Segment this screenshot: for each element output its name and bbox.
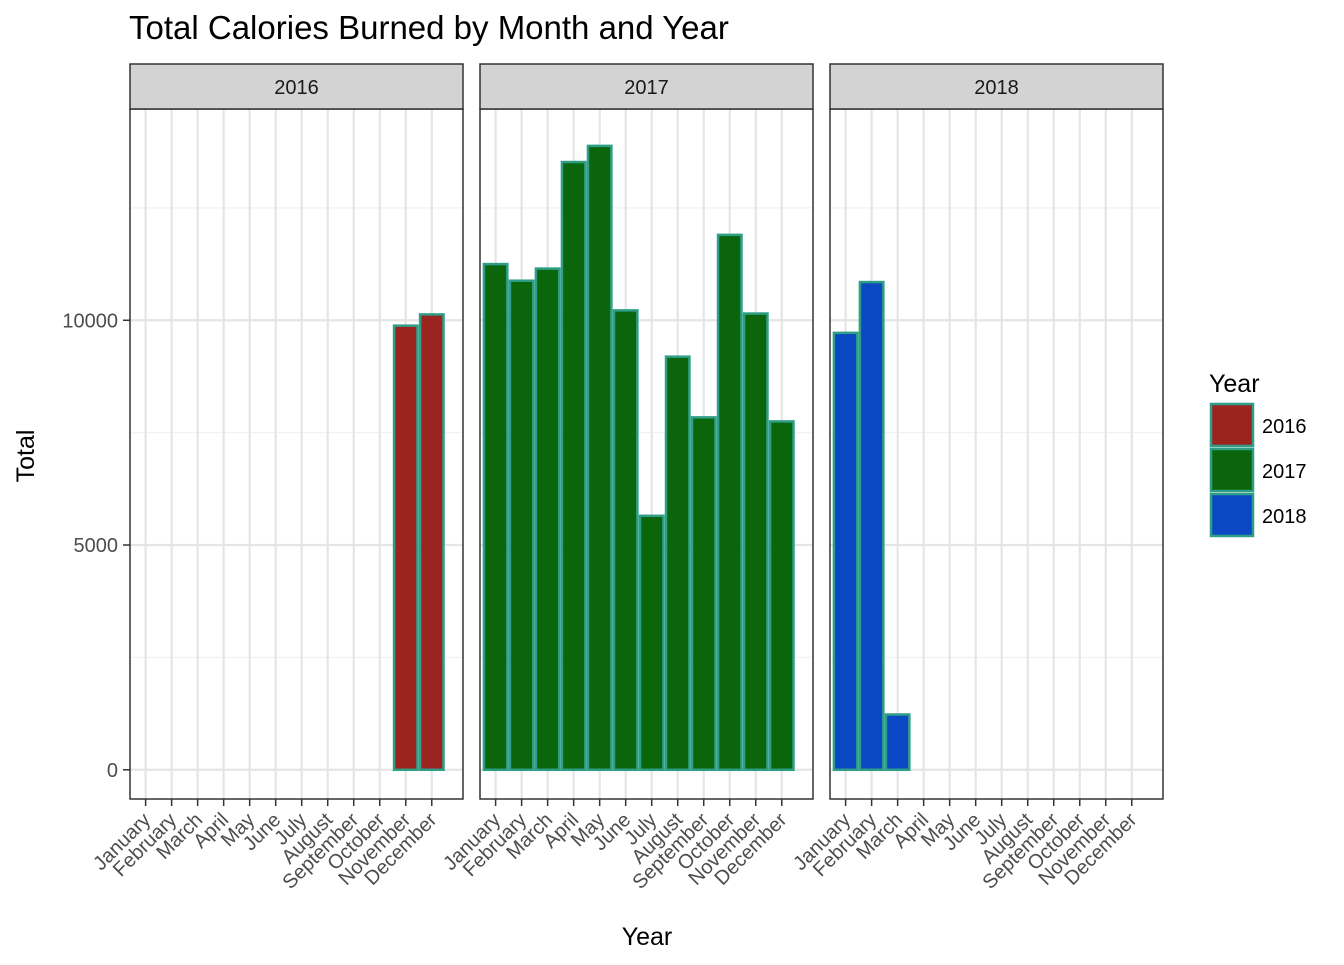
facet-strip xyxy=(479,63,814,110)
legend-title: Year xyxy=(1209,370,1260,398)
facet-panel-2016: 2016JanuaryFebruaryMarchAprilMayJuneJuly… xyxy=(89,63,464,894)
y-axis-label: Total xyxy=(12,430,40,483)
y-tick-label: 10000 xyxy=(62,310,118,332)
bar-2018-february xyxy=(858,280,885,772)
legend-swatch-2016 xyxy=(1209,402,1255,448)
bar-2018-march xyxy=(884,713,911,772)
facet-strip-label: 2017 xyxy=(624,77,669,99)
y-tick-label: 5000 xyxy=(74,535,119,557)
facet-strip-label: 2016 xyxy=(274,77,319,99)
bar-2017-october xyxy=(716,233,743,772)
legend-swatch-2018 xyxy=(1209,492,1255,538)
bar-2018-january xyxy=(832,331,859,772)
y-tick-label: 0 xyxy=(107,760,118,782)
bar-2017-july xyxy=(638,514,665,772)
panel-background xyxy=(830,109,1163,799)
bar-2017-february xyxy=(508,279,535,772)
bar-2017-june xyxy=(612,309,639,772)
facet-panel-2017: 2017JanuaryFebruaryMarchAprilMayJuneJuly… xyxy=(439,63,814,894)
facets-layer: 2016JanuaryFebruaryMarchAprilMayJuneJuly… xyxy=(89,63,1164,894)
legend: Year 2016 2017 2018 xyxy=(1209,370,1307,538)
bar-2017-november xyxy=(742,312,769,772)
bar-2017-march xyxy=(534,267,561,772)
bar-2016-december xyxy=(418,313,445,772)
facet-strip-label: 2018 xyxy=(974,77,1019,99)
bar-2017-december xyxy=(768,420,795,772)
bar-2017-april xyxy=(560,160,587,772)
x-axis-label: Year xyxy=(622,923,673,951)
legend-label-2018: 2018 xyxy=(1262,506,1307,528)
bar-2017-may xyxy=(586,144,613,772)
facet-panel-2018: 2018JanuaryFebruaryMarchAprilMayJuneJuly… xyxy=(789,63,1164,894)
bar-2017-september xyxy=(690,416,717,772)
chart-title: Total Calories Burned by Month and Year xyxy=(129,9,729,46)
bar-2016-november xyxy=(392,324,419,772)
bar-2017-january xyxy=(482,262,509,772)
legend-label-2016: 2016 xyxy=(1262,416,1307,438)
bar-2017-august xyxy=(664,355,691,772)
legend-swatch-2017 xyxy=(1209,447,1255,493)
y-axis: 0 5000 10000 xyxy=(62,310,130,782)
facet-strip xyxy=(829,63,1164,110)
legend-label-2017: 2017 xyxy=(1262,461,1307,483)
facet-strip xyxy=(129,63,464,110)
